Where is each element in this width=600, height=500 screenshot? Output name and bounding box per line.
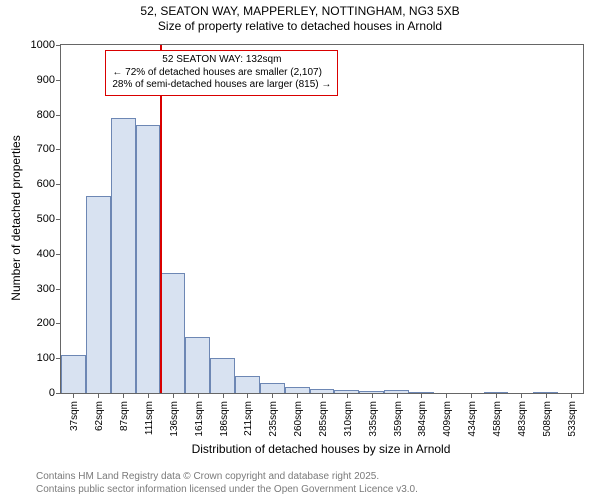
x-tick-label: 186sqm	[219, 401, 230, 437]
x-tick-mark	[372, 393, 373, 398]
y-tick-label: 0	[49, 387, 55, 399]
y-tick-mark	[56, 115, 61, 116]
bar	[136, 125, 161, 393]
footer: Contains HM Land Registry data © Crown c…	[36, 470, 418, 496]
footer-line-1: Contains HM Land Registry data © Crown c…	[36, 470, 418, 483]
x-tick-label: 87sqm	[119, 401, 130, 431]
x-tick-mark	[73, 393, 74, 398]
y-tick-label: 800	[37, 109, 55, 121]
y-tick-label: 900	[37, 74, 55, 86]
x-tick-label: 458sqm	[492, 401, 503, 437]
x-tick-label: 359sqm	[393, 401, 404, 437]
x-tick-label: 384sqm	[417, 401, 428, 437]
bar	[210, 358, 235, 393]
x-tick-mark	[521, 393, 522, 398]
x-tick-label: 161sqm	[194, 401, 205, 437]
annotation-box: 52 SEATON WAY: 132sqm← 72% of detached h…	[105, 50, 338, 96]
x-tick-mark	[297, 393, 298, 398]
x-tick-mark	[272, 393, 273, 398]
annotation-line-2: ← 72% of detached houses are smaller (2,…	[112, 67, 331, 80]
title-line-1: 52, SEATON WAY, MAPPERLEY, NOTTINGHAM, N…	[0, 4, 600, 19]
x-tick-mark	[98, 393, 99, 398]
x-tick-mark	[173, 393, 174, 398]
y-tick-mark	[56, 149, 61, 150]
x-tick-mark	[223, 393, 224, 398]
x-tick-mark	[546, 393, 547, 398]
x-tick-label: 508sqm	[542, 401, 553, 437]
y-tick-mark	[56, 393, 61, 394]
x-tick-label: 235sqm	[268, 401, 279, 437]
x-tick-mark	[397, 393, 398, 398]
x-tick-mark	[322, 393, 323, 398]
x-tick-label: 136sqm	[169, 401, 180, 437]
x-tick-mark	[347, 393, 348, 398]
y-tick-mark	[56, 184, 61, 185]
x-tick-mark	[123, 393, 124, 398]
bar	[160, 273, 185, 393]
y-tick-label: 200	[37, 317, 55, 329]
plot-area: 0100200300400500600700800900100037sqm62s…	[60, 44, 584, 394]
y-tick-mark	[56, 323, 61, 324]
annotation-line-3: 28% of semi-detached houses are larger (…	[112, 79, 331, 92]
bar	[86, 196, 111, 393]
x-tick-label: 310sqm	[343, 401, 354, 437]
y-tick-label: 1000	[31, 39, 55, 51]
x-tick-mark	[471, 393, 472, 398]
x-tick-label: 285sqm	[318, 401, 329, 437]
y-tick-mark	[56, 219, 61, 220]
annotation-line-1: 52 SEATON WAY: 132sqm	[112, 54, 331, 67]
y-tick-mark	[56, 45, 61, 46]
y-tick-label: 600	[37, 178, 55, 190]
title-line-2: Size of property relative to detached ho…	[0, 19, 600, 34]
x-tick-label: 37sqm	[69, 401, 80, 431]
x-tick-label: 62sqm	[94, 401, 105, 431]
x-tick-mark	[198, 393, 199, 398]
bar	[61, 355, 86, 393]
x-tick-label: 111sqm	[144, 401, 155, 435]
y-tick-mark	[56, 289, 61, 290]
bar	[185, 337, 210, 393]
bar	[111, 118, 136, 393]
y-tick-mark	[56, 80, 61, 81]
x-tick-label: 483sqm	[517, 401, 528, 437]
x-tick-label: 335sqm	[368, 401, 379, 437]
bar	[235, 376, 260, 393]
y-axis-title: Number of detached properties	[9, 135, 23, 300]
x-axis-title: Distribution of detached houses by size …	[60, 442, 582, 456]
marker-line	[160, 45, 162, 393]
y-tick-label: 700	[37, 143, 55, 155]
x-tick-label: 260sqm	[293, 401, 304, 437]
x-tick-mark	[247, 393, 248, 398]
y-tick-label: 300	[37, 283, 55, 295]
chart-title: 52, SEATON WAY, MAPPERLEY, NOTTINGHAM, N…	[0, 4, 600, 34]
x-tick-label: 211sqm	[243, 401, 254, 436]
y-tick-mark	[56, 254, 61, 255]
x-tick-label: 409sqm	[442, 401, 453, 437]
x-tick-mark	[148, 393, 149, 398]
y-tick-label: 100	[37, 352, 55, 364]
x-tick-mark	[421, 393, 422, 398]
bar	[260, 383, 285, 393]
footer-line-2: Contains public sector information licen…	[36, 483, 418, 496]
x-tick-mark	[446, 393, 447, 398]
x-tick-mark	[496, 393, 497, 398]
x-tick-mark	[571, 393, 572, 398]
y-tick-label: 400	[37, 248, 55, 260]
x-tick-label: 434sqm	[467, 401, 478, 437]
y-tick-label: 500	[37, 213, 55, 225]
x-tick-label: 533sqm	[567, 401, 578, 437]
